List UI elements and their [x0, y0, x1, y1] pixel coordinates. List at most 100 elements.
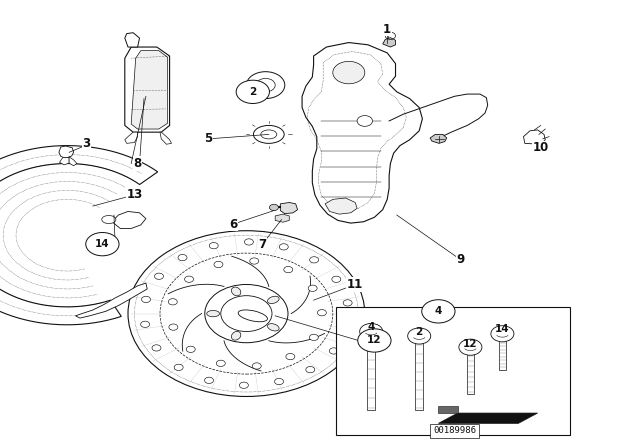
Polygon shape [302, 43, 422, 223]
Polygon shape [275, 214, 289, 222]
Circle shape [317, 310, 326, 316]
Circle shape [308, 285, 317, 291]
Polygon shape [69, 157, 77, 166]
Ellipse shape [238, 310, 268, 322]
Circle shape [279, 244, 288, 250]
Circle shape [246, 72, 285, 99]
Polygon shape [112, 211, 146, 228]
Polygon shape [131, 51, 168, 129]
Circle shape [128, 231, 365, 396]
Circle shape [275, 379, 284, 385]
Circle shape [152, 345, 161, 351]
Circle shape [342, 325, 351, 331]
Polygon shape [125, 132, 138, 143]
Circle shape [178, 254, 187, 261]
Circle shape [330, 348, 339, 354]
Polygon shape [325, 198, 357, 214]
Circle shape [310, 257, 319, 263]
Text: 5: 5 [204, 132, 212, 146]
Text: 4: 4 [367, 322, 375, 332]
Circle shape [86, 233, 119, 256]
Circle shape [216, 360, 225, 366]
Text: 7: 7 [259, 237, 266, 251]
Bar [336, 307, 570, 435]
Circle shape [357, 116, 372, 126]
Circle shape [184, 276, 193, 282]
Circle shape [236, 80, 269, 103]
Circle shape [333, 61, 365, 84]
Text: 12: 12 [463, 339, 477, 349]
Circle shape [306, 366, 315, 373]
Circle shape [422, 300, 455, 323]
Text: 12: 12 [367, 336, 381, 345]
Polygon shape [125, 33, 140, 47]
Text: 00189986: 00189986 [433, 426, 476, 435]
Circle shape [168, 299, 177, 305]
Polygon shape [125, 47, 170, 132]
Polygon shape [438, 406, 458, 413]
Ellipse shape [268, 296, 279, 304]
Circle shape [286, 353, 295, 360]
Text: 10: 10 [532, 141, 549, 155]
Polygon shape [524, 130, 545, 144]
Text: 3: 3 [83, 137, 90, 150]
Circle shape [141, 296, 150, 302]
Circle shape [343, 300, 352, 306]
Circle shape [154, 273, 163, 280]
Text: 4: 4 [435, 306, 442, 316]
Circle shape [141, 321, 150, 327]
Ellipse shape [232, 287, 241, 296]
Circle shape [239, 382, 248, 388]
Circle shape [269, 204, 278, 211]
Bar [415, 343, 423, 410]
Bar [467, 354, 474, 394]
Circle shape [309, 334, 318, 340]
Ellipse shape [268, 323, 279, 331]
Bar [367, 338, 375, 410]
Polygon shape [76, 283, 147, 318]
Text: 6: 6 [230, 217, 237, 231]
Circle shape [459, 339, 482, 355]
Text: 2: 2 [415, 327, 423, 337]
Ellipse shape [261, 130, 277, 139]
Circle shape [358, 329, 391, 352]
Text: 13: 13 [126, 188, 143, 202]
Circle shape [205, 284, 288, 343]
Circle shape [205, 377, 214, 383]
Polygon shape [438, 413, 538, 423]
Circle shape [244, 239, 253, 245]
Circle shape [408, 328, 431, 344]
Polygon shape [280, 202, 298, 214]
Polygon shape [160, 132, 172, 144]
Polygon shape [430, 134, 447, 143]
Circle shape [284, 267, 292, 273]
Circle shape [209, 242, 218, 249]
Circle shape [169, 324, 178, 330]
Circle shape [214, 261, 223, 267]
Circle shape [360, 323, 383, 340]
Text: 14: 14 [495, 324, 509, 334]
Text: 14: 14 [95, 239, 109, 249]
Polygon shape [0, 146, 157, 325]
Text: 9: 9 [457, 253, 465, 267]
Circle shape [174, 364, 183, 370]
Bar [499, 340, 506, 370]
Ellipse shape [253, 125, 284, 143]
Circle shape [186, 346, 195, 353]
Circle shape [250, 258, 259, 264]
Polygon shape [59, 146, 74, 158]
Circle shape [256, 78, 275, 92]
Ellipse shape [232, 332, 241, 340]
Text: 2: 2 [249, 87, 257, 97]
Text: 8: 8 [134, 157, 141, 170]
Circle shape [221, 296, 272, 332]
Polygon shape [383, 38, 396, 47]
Ellipse shape [102, 215, 116, 224]
Circle shape [252, 363, 261, 369]
Circle shape [491, 326, 514, 342]
Circle shape [332, 276, 340, 282]
Ellipse shape [207, 310, 220, 317]
Text: 11: 11 [347, 278, 364, 291]
Polygon shape [60, 158, 69, 165]
Text: 1: 1 [383, 22, 391, 36]
